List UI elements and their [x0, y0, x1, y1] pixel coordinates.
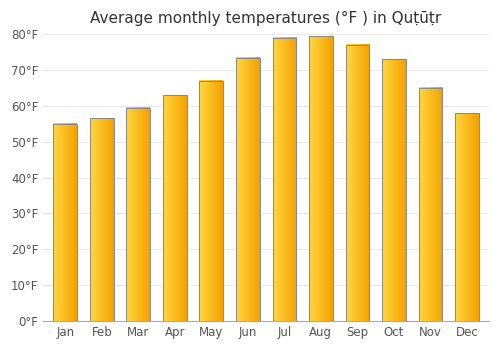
- Bar: [126, 108, 150, 321]
- Bar: [54, 124, 77, 321]
- Bar: [90, 119, 114, 321]
- Bar: [163, 95, 186, 321]
- Bar: [309, 36, 333, 321]
- Title: Average monthly temperatures (°F ) in Quṭūṭr: Average monthly temperatures (°F ) in Qu…: [90, 11, 442, 26]
- Bar: [455, 113, 479, 321]
- Bar: [272, 38, 296, 321]
- Bar: [382, 60, 406, 321]
- Bar: [418, 88, 442, 321]
- Bar: [200, 81, 223, 321]
- Bar: [346, 45, 370, 321]
- Bar: [236, 57, 260, 321]
